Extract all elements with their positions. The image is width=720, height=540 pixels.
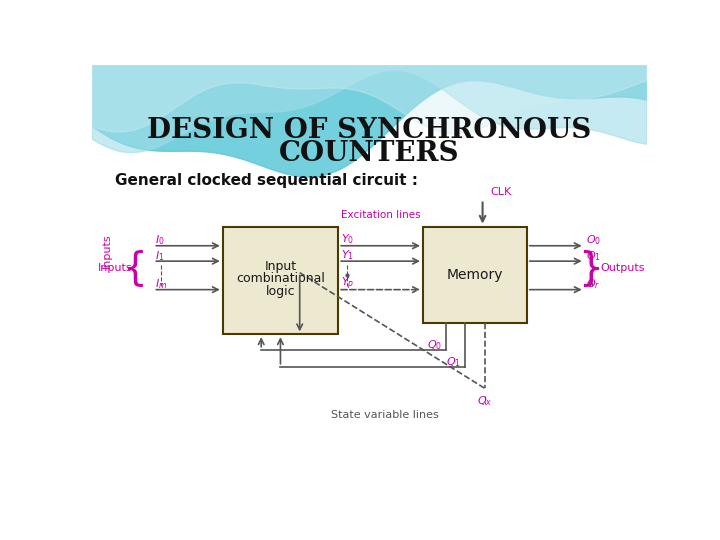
Text: $O_1$: $O_1$ (586, 249, 601, 262)
Text: Inputs: Inputs (98, 262, 132, 273)
Text: $Y_1$: $Y_1$ (341, 248, 354, 262)
Text: $I_m$: $I_m$ (155, 278, 167, 291)
Text: Input: Input (264, 260, 297, 273)
Text: $I_0$: $I_0$ (155, 233, 165, 247)
Text: $Y_0$: $Y_0$ (341, 233, 354, 246)
Text: DESIGN OF SYNCHRONOUS: DESIGN OF SYNCHRONOUS (147, 117, 591, 144)
Text: COUNTERS: COUNTERS (279, 140, 459, 167)
Bar (423, 226, 527, 323)
Text: $Q_0$: $Q_0$ (427, 338, 442, 352)
Text: Outputs: Outputs (600, 262, 644, 273)
Text: Excitation lines: Excitation lines (341, 210, 420, 220)
Text: $O_0$: $O_0$ (586, 233, 601, 247)
Text: {: { (122, 249, 147, 287)
Text: $Q_1$: $Q_1$ (446, 355, 462, 369)
Text: Memory: Memory (446, 268, 503, 282)
Text: logic: logic (266, 285, 295, 298)
Text: CLK: CLK (490, 187, 511, 197)
Text: General clocked sequential circuit :: General clocked sequential circuit : (115, 173, 418, 188)
Bar (222, 226, 338, 334)
Text: $Q_x$: $Q_x$ (477, 394, 492, 408)
Text: combinational: combinational (236, 272, 325, 285)
Text: State variable lines: State variable lines (330, 410, 438, 420)
Text: $O_r$: $O_r$ (586, 278, 600, 291)
Text: Inputs: Inputs (102, 233, 112, 268)
Text: }: } (578, 249, 603, 287)
Text: $I_1$: $I_1$ (155, 249, 164, 262)
Text: $Y_p$: $Y_p$ (341, 275, 354, 292)
